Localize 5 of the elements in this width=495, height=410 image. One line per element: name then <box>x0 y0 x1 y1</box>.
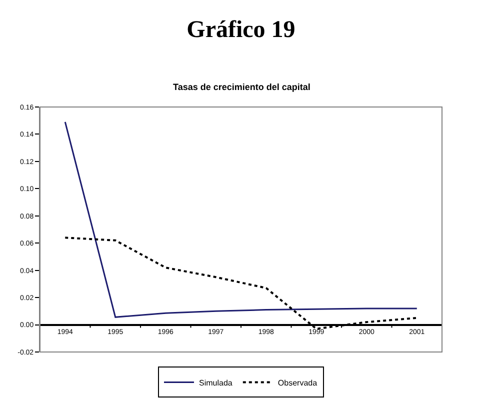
line-series <box>64 121 418 318</box>
legend-label: Simulada <box>199 378 233 388</box>
chart-subtitle: Tasas de crecimiento del capital <box>173 82 310 92</box>
chart-title: Gráfico 19 <box>186 17 296 44</box>
legend-label: Observada <box>278 378 318 388</box>
